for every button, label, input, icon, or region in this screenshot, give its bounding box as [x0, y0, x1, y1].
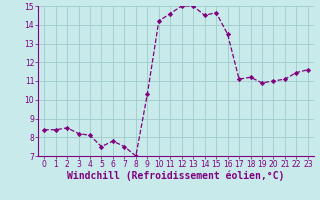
X-axis label: Windchill (Refroidissement éolien,°C): Windchill (Refroidissement éolien,°C): [67, 171, 285, 181]
